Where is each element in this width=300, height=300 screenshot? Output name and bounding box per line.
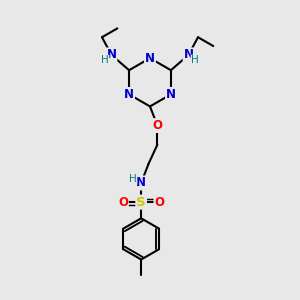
Text: S: S [136,196,146,208]
Text: O: O [118,196,128,208]
Text: O: O [152,119,162,132]
Text: N: N [124,88,134,101]
Text: N: N [106,48,116,62]
Text: H: H [191,55,199,65]
Text: N: N [166,88,176,101]
Text: N: N [184,48,194,62]
Text: O: O [154,196,164,208]
Text: N: N [136,176,146,190]
Text: N: N [145,52,155,64]
Text: H: H [101,55,109,65]
Text: H: H [129,174,137,184]
